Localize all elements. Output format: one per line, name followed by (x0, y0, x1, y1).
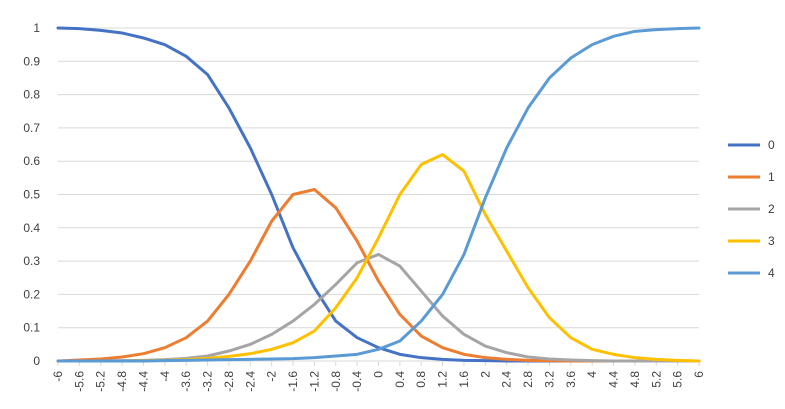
x-tick-label: 4.4 (607, 371, 621, 388)
y-tick-label: 0.9 (23, 54, 40, 68)
legend-label-2: 2 (768, 202, 775, 216)
x-tick-label: -0.8 (329, 371, 343, 392)
y-tick-label: 0.8 (23, 88, 40, 102)
x-tick-label: -1.6 (286, 371, 300, 392)
legend-label-0: 0 (768, 138, 775, 152)
x-tick-label: 1.6 (457, 371, 471, 388)
y-tick-label: 0.6 (23, 154, 40, 168)
series-line-1 (56, 188, 701, 363)
x-tick-label: 0.4 (393, 371, 407, 388)
x-tick-label: 3.2 (542, 371, 556, 388)
gridlines (58, 27, 699, 329)
x-tick-label: 1.2 (436, 371, 450, 388)
x-tick-label: 4 (585, 371, 599, 378)
series-line-2 (56, 252, 701, 363)
x-tick-label: 5.2 (649, 371, 663, 388)
y-tick-label: 0.4 (23, 221, 40, 235)
x-tick-label: 6 (692, 371, 706, 378)
x-tick-label: 0 (372, 371, 386, 378)
x-tick-label: -4.8 (115, 371, 129, 392)
x-tick-label: -4 (158, 371, 172, 382)
x-tick-label: 2.4 (500, 371, 514, 388)
x-tick-label: -6 (51, 371, 65, 382)
x-tick-label: 0.8 (414, 371, 428, 388)
x-tick-label: 5.6 (671, 371, 685, 388)
series-line-4 (56, 26, 701, 363)
x-tick-label: 3.6 (564, 371, 578, 388)
x-tick-label: 2 (478, 371, 492, 378)
x-tick-label: -3.6 (179, 371, 193, 392)
x-tick-label: -1.2 (307, 371, 321, 392)
y-tick-label: 0.2 (23, 287, 40, 301)
x-tick-label: 2.8 (521, 371, 535, 388)
legend-label-1: 1 (768, 170, 775, 184)
x-tick-label: -3.2 (201, 371, 215, 392)
legend: 0 1 2 3 4 (728, 138, 775, 280)
x-tick-label: -0.4 (350, 371, 364, 392)
y-tick-label: 0 (33, 354, 40, 368)
x-tick-label: -2.4 (243, 371, 257, 392)
x-tick-label: -2.8 (222, 371, 236, 392)
x-tick-label: -5.6 (72, 371, 86, 392)
x-tick-label: -2 (265, 371, 279, 382)
x-tick-labels: -6 -5.6 -5.2 -4.8 -4.4 -4 -3.6 -3.2 -2.8 -2.4 -2 -1… (51, 371, 706, 392)
y-tick-label: 1 (33, 21, 40, 35)
y-tick-label: 0.5 (23, 188, 40, 202)
x-tick-label: -4.4 (136, 371, 150, 392)
y-tick-label: 0.1 (23, 321, 40, 335)
x-tick-label: 4.8 (628, 371, 642, 388)
legend-label-3: 3 (768, 234, 775, 248)
y-tick-labels: 0 0.1 0.2 0.3 0.4 0.5 0.6 0.7 0.8 0.9 1 (23, 21, 40, 368)
series-lines (56, 26, 701, 363)
x-tick-label: -5.2 (94, 371, 108, 392)
y-tick-label: 0.7 (23, 121, 40, 135)
legend-label-4: 4 (768, 266, 775, 280)
series-line-3 (56, 153, 701, 363)
y-tick-label: 0.3 (23, 254, 40, 268)
